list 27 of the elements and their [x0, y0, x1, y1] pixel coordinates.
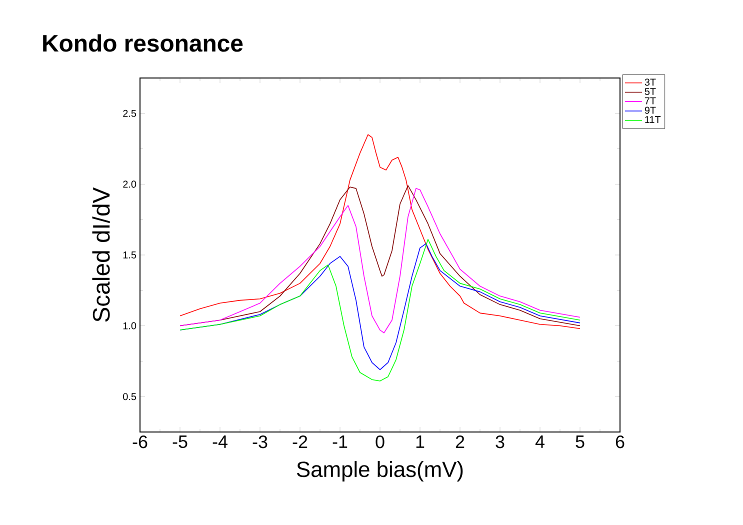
x-tick-label: 3: [496, 435, 504, 448]
line-series: [180, 134, 580, 330]
legend-label: 5T: [644, 88, 656, 96]
x-tick-label: -4: [212, 436, 228, 448]
x-tick-label: 5: [576, 436, 584, 448]
chart-title: Kondo resonance: [43, 34, 243, 52]
x-tick-label: -5: [172, 436, 188, 448]
y-axis-title: Scaled dI/dV: [92, 187, 110, 322]
x-tick-label: -6: [132, 435, 148, 448]
x-tick-label: -3: [252, 435, 268, 448]
x-axis-title: Sample bias(mV): [296, 461, 463, 482]
y-tick-label: 0.5: [123, 393, 136, 400]
x-tick-label: -2: [292, 435, 308, 448]
x-tick-label: 4: [535, 436, 544, 448]
legend-label: 9T: [644, 106, 656, 114]
legend-label: 3T: [644, 78, 656, 86]
x-tick-label: 2: [456, 435, 464, 448]
x-tick-label: -1: [332, 436, 348, 448]
x-tick-label: 0: [376, 435, 384, 448]
legend-label: 11T: [645, 116, 661, 124]
y-tick-label: 1.5: [123, 252, 136, 258]
y-tick-label: 1.0: [123, 322, 136, 330]
x-tick-label: 1: [416, 436, 424, 448]
y-tick-label: 2.5: [123, 110, 136, 117]
legend-label: 7T: [644, 97, 656, 104]
y-tick-label: 2.0: [123, 180, 136, 188]
x-tick-label: 6: [616, 435, 624, 448]
